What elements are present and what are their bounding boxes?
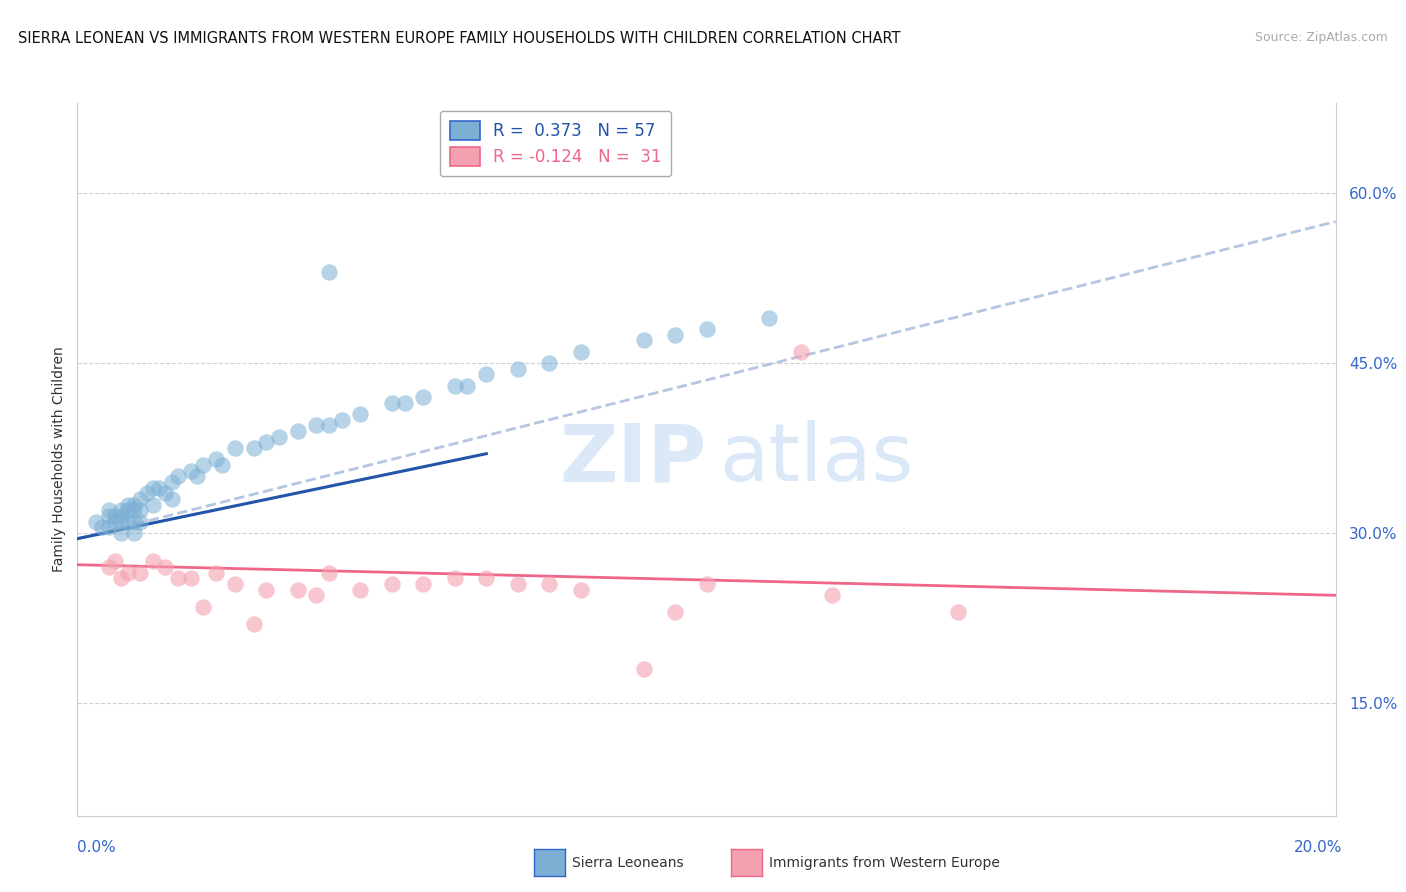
Point (254, 435, 277, 450)
Point (142, 498, 165, 512)
Point (569, 344, 592, 359)
Point (160, 475, 183, 489)
Point (122, 503, 145, 517)
Point (758, 310, 780, 325)
Point (129, 566, 152, 580)
Text: 0.0%: 0.0% (77, 840, 117, 855)
Point (287, 424, 309, 438)
Point (135, 486, 157, 500)
Point (664, 327, 686, 342)
Point (633, 662, 655, 676)
Point (696, 322, 718, 336)
Point (129, 503, 152, 517)
Point (475, 571, 498, 585)
Point (117, 498, 139, 512)
Point (117, 515, 139, 529)
Point (381, 396, 404, 410)
Point (318, 418, 340, 433)
Point (475, 368, 498, 382)
Point (790, 344, 813, 359)
Point (444, 571, 467, 585)
Point (148, 481, 170, 495)
Point (104, 515, 127, 529)
Point (456, 378, 478, 392)
Point (948, 605, 970, 619)
Point (117, 503, 139, 517)
Point (122, 515, 145, 529)
Text: Immigrants from Western Europe: Immigrants from Western Europe (769, 855, 1000, 870)
Point (254, 582, 277, 597)
Text: Sierra Leoneans: Sierra Leoneans (572, 855, 683, 870)
Point (186, 469, 208, 483)
Point (444, 378, 467, 392)
Point (394, 396, 416, 410)
Point (122, 526, 145, 541)
Point (204, 566, 226, 580)
Point (180, 464, 202, 478)
Point (122, 498, 145, 512)
Y-axis label: Family Households with Children: Family Households with Children (52, 346, 66, 573)
Point (569, 582, 592, 597)
Point (506, 577, 529, 591)
Point (155, 560, 177, 574)
Point (412, 577, 434, 591)
Point (538, 356, 561, 370)
Point (104, 554, 127, 568)
Point (330, 413, 353, 427)
Point (267, 430, 290, 444)
Point (180, 571, 202, 585)
Point (110, 515, 132, 529)
Point (349, 582, 371, 597)
Point (506, 361, 529, 376)
Point (821, 588, 844, 602)
Point (318, 566, 340, 580)
Point (538, 577, 561, 591)
Point (349, 407, 371, 421)
Point (104, 508, 127, 523)
Point (633, 334, 655, 348)
Point (110, 526, 132, 541)
Point (142, 554, 165, 568)
Point (191, 599, 215, 614)
Point (224, 577, 246, 591)
Point (110, 508, 132, 523)
Point (664, 605, 686, 619)
Point (287, 582, 309, 597)
Point (110, 571, 132, 585)
Point (305, 418, 328, 433)
Legend: R =  0.373   N = 57, R = -0.124   N =  31: R = 0.373 N = 57, R = -0.124 N = 31 (440, 111, 672, 176)
Point (191, 458, 215, 472)
Point (117, 566, 139, 580)
Point (211, 458, 233, 472)
Point (110, 503, 132, 517)
Point (129, 491, 152, 506)
Point (242, 616, 264, 631)
Point (160, 491, 183, 506)
Point (305, 588, 328, 602)
Point (91, 520, 114, 534)
Point (97, 560, 120, 574)
Point (318, 265, 340, 279)
Point (696, 577, 718, 591)
Text: atlas: atlas (718, 420, 914, 499)
Point (381, 577, 404, 591)
Point (167, 571, 190, 585)
Point (204, 452, 226, 467)
Point (97, 508, 120, 523)
Point (412, 390, 434, 404)
Point (155, 486, 177, 500)
Point (97, 503, 120, 517)
Point (97, 520, 120, 534)
Point (84, 515, 107, 529)
Point (129, 515, 152, 529)
Text: ZIP: ZIP (560, 420, 707, 499)
Point (242, 441, 264, 455)
Text: 20.0%: 20.0% (1295, 840, 1343, 855)
Point (142, 481, 165, 495)
Text: SIERRA LEONEAN VS IMMIGRANTS FROM WESTERN EUROPE FAMILY HOUSEHOLDS WITH CHILDREN: SIERRA LEONEAN VS IMMIGRANTS FROM WESTER… (18, 31, 901, 46)
Point (224, 441, 246, 455)
Text: Source: ZipAtlas.com: Source: ZipAtlas.com (1254, 31, 1388, 45)
Point (167, 469, 190, 483)
